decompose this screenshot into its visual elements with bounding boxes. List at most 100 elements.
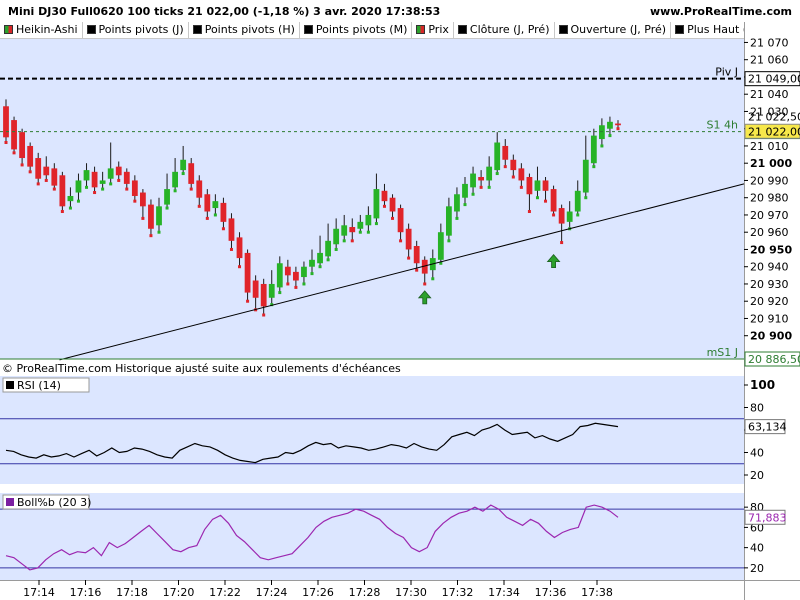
legend-label: Plus Haut (J, Pré) <box>687 23 744 36</box>
candle-body <box>115 166 122 176</box>
indicator-color-icon <box>6 498 14 506</box>
indicator-name: RSI (14) <box>17 379 61 392</box>
legend-swatch-icon <box>416 25 426 34</box>
candle-body <box>244 252 251 293</box>
candle-close-dot <box>616 127 620 131</box>
pivot-value-tag <box>744 71 800 87</box>
candle-body <box>131 180 138 196</box>
candle-body <box>341 225 348 236</box>
candle-body <box>99 180 106 184</box>
pivot-label: Piv J <box>715 66 738 79</box>
indicator-series-line <box>5 504 619 571</box>
candle-close-dot <box>584 196 588 200</box>
candle-body <box>236 237 243 259</box>
candle-body <box>139 192 146 207</box>
candle-close-dot <box>358 230 362 234</box>
candle-body <box>470 173 476 188</box>
candle-close-dot <box>125 187 129 191</box>
price-tick-label: 21 070 <box>750 36 789 49</box>
candle-close-dot <box>229 247 233 251</box>
candle-close-dot <box>511 175 515 179</box>
legend-item[interactable]: Points pivots (H) <box>189 22 300 38</box>
candle-close-dot <box>213 213 217 217</box>
candle-body <box>27 145 34 167</box>
legend-swatch-icon <box>4 25 13 34</box>
candle-close-dot <box>399 239 403 243</box>
candle-close-dot <box>382 204 386 208</box>
legend-label: Points pivots (H) <box>204 23 295 36</box>
indicator-tick-label: 20 <box>750 562 764 575</box>
candle-body <box>615 123 621 126</box>
candle-close-dot <box>455 216 459 220</box>
trend-line <box>59 183 745 361</box>
candle-body <box>566 211 573 222</box>
candle-close-dot <box>479 185 483 189</box>
rsi-panel-bg <box>0 376 744 484</box>
candle-close-dot <box>246 299 250 303</box>
legend-item[interactable]: Heikin-Ashi <box>0 22 83 38</box>
candle-body <box>397 208 404 233</box>
candle-body <box>365 214 372 226</box>
time-tick-label: 17:34 <box>488 586 520 599</box>
candle-close-dot <box>576 213 580 217</box>
candle-close-dot <box>76 199 80 203</box>
price-tick-label: 20 950 <box>750 243 792 256</box>
pivot-label: S1 4h <box>707 119 738 132</box>
candle-body <box>204 194 211 212</box>
time-tick-label: 17:14 <box>23 586 55 599</box>
time-tick-label: 17:30 <box>395 586 427 599</box>
candle-close-dot <box>101 187 105 191</box>
legend-item[interactable]: Plus Haut (J, Pré) <box>671 22 744 38</box>
indicator-last-value-tag <box>744 419 786 435</box>
buy-arrow-icon <box>546 254 561 269</box>
brand-link[interactable]: www.ProRealTime.com <box>649 5 792 18</box>
candle-close-dot <box>189 187 193 191</box>
candle-body <box>51 168 58 186</box>
candle-body <box>462 183 468 198</box>
price-tick-label: 20 900 <box>750 330 792 343</box>
last-high-label: 21 022,50 <box>748 110 800 123</box>
candle-close-dot <box>44 178 48 182</box>
boll-panel-bg <box>0 493 744 580</box>
legend-label: Points pivots (M) <box>315 23 408 36</box>
candle-body <box>558 208 565 224</box>
legend-item[interactable]: Prix <box>412 22 454 38</box>
candle-close-dot <box>85 185 89 189</box>
candle-close-dot <box>318 265 322 269</box>
pivot-value-label: 21 049,00 <box>748 73 800 86</box>
legend-item[interactable]: Ouverture (J, Pré) <box>555 22 672 38</box>
legend-item[interactable]: Points pivots (M) <box>300 22 413 38</box>
candle-close-dot <box>270 303 274 307</box>
legend-item[interactable]: Clôture (J, Pré) <box>454 22 555 38</box>
candle-close-dot <box>415 268 419 272</box>
indicator-tick-label: 40 <box>750 447 764 460</box>
candle-close-dot <box>326 258 330 262</box>
current-price-tag <box>744 123 800 139</box>
chart-title: Mini DJ30 Full0620 100 ticks 21 022,00 (… <box>8 5 441 18</box>
candle-body <box>75 180 82 193</box>
candle-body <box>3 106 9 138</box>
candle-close-dot <box>439 261 443 265</box>
candle-close-dot <box>109 182 113 186</box>
candle-close-dot <box>36 182 40 186</box>
candle-close-dot <box>181 172 185 176</box>
time-tick-label: 17:24 <box>256 586 288 599</box>
pivot-label: mS1 J <box>707 346 738 359</box>
indicator-last-value: 63,134 <box>748 421 787 434</box>
candle-close-dot <box>117 178 121 182</box>
price-tick-label: 20 980 <box>750 192 789 205</box>
legend-item[interactable]: Points pivots (J) <box>83 22 189 38</box>
candle-body <box>325 240 332 257</box>
indicator-last-value: 71,883 <box>748 511 787 524</box>
candle-body <box>301 266 307 278</box>
candle-close-dot <box>592 165 596 169</box>
price-tick-label: 20 940 <box>750 261 789 274</box>
candle-close-dot <box>552 213 556 217</box>
candle-close-dot <box>519 185 523 189</box>
candle-body <box>309 259 315 267</box>
price-tick-label: 21 000 <box>750 157 792 170</box>
chart-title-bar: Mini DJ30 Full0620 100 ticks 21 022,00 (… <box>0 0 800 22</box>
time-tick-label: 17:38 <box>581 586 613 599</box>
candle-close-dot <box>310 272 314 276</box>
